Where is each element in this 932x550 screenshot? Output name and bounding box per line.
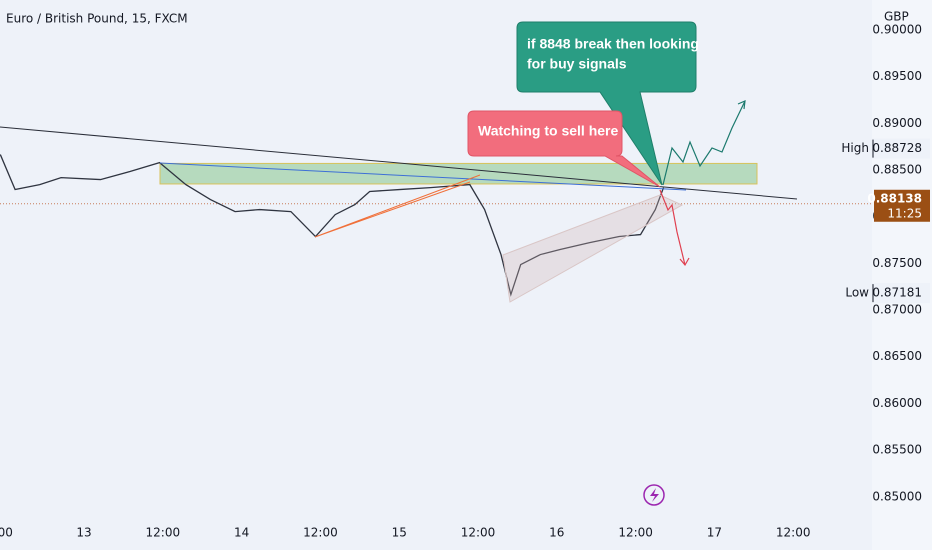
zone	[159, 162, 758, 185]
callout-box	[516, 21, 697, 186]
x-tick-label: 12:00	[146, 526, 181, 540]
x-tick-label: 17	[707, 526, 722, 540]
callout-text: for buy signals	[527, 56, 627, 72]
marker-bg	[842, 283, 930, 304]
arrowhead	[679, 257, 690, 267]
x-tick-label: 15	[392, 526, 407, 540]
arrowhead	[737, 100, 746, 110]
y-tick-label: 0.86500	[872, 349, 922, 363]
x-tick-label: 00	[0, 526, 13, 540]
x-tick-label: 12:00	[776, 526, 811, 540]
trendline	[0, 126, 798, 200]
x-tick-label: 14	[234, 526, 249, 540]
last-price: 0.88138	[867, 191, 922, 205]
x-tick-label: 13	[76, 526, 91, 540]
last-price-time: 11:25	[887, 206, 922, 220]
chart-title: Euro / British Pound, 15, FXCM	[6, 12, 188, 26]
wedge	[314, 174, 481, 238]
marker-label: High	[841, 141, 869, 155]
y-tick-label: 0.89000	[872, 116, 922, 130]
plot	[0, 154, 872, 297]
trendline	[159, 162, 687, 191]
x-tick-label: 12:00	[618, 526, 653, 540]
y-tick-label: 0.89500	[872, 69, 922, 83]
price-line	[0, 154, 665, 297]
y-tick-label: 0.85000	[872, 489, 922, 503]
last-price-box	[874, 189, 930, 222]
y-tick-label: 0.85500	[872, 443, 922, 457]
callout-text: if 8848 break then looking	[527, 36, 699, 52]
y-tick-label: 0.87500	[872, 256, 922, 270]
currency: GBP	[884, 10, 909, 24]
x-tick-label: 12:00	[461, 526, 496, 540]
callout-box	[467, 110, 661, 188]
y-tick-label: 0.86000	[872, 396, 922, 410]
x-tick-label: 16	[549, 526, 564, 540]
channel	[502, 194, 684, 303]
price-axis-bg	[872, 0, 932, 550]
buy-path	[662, 100, 746, 186]
y-tick-label: 0.90000	[872, 22, 922, 36]
y-tick-label: 0.88500	[872, 162, 922, 176]
marker-label: Low	[845, 286, 869, 300]
marker-bg	[842, 138, 930, 159]
x-tick-label: 12:00	[303, 526, 338, 540]
sell-path	[659, 189, 686, 266]
marker-value: 0.87181	[872, 286, 922, 300]
event-icon-bolt	[650, 488, 659, 502]
marker-value: 0.88728	[872, 141, 922, 155]
event-icon[interactable]	[643, 484, 665, 506]
callout-text: Watching to sell here	[478, 123, 618, 139]
y-tick-label: 0.87000	[872, 303, 922, 317]
